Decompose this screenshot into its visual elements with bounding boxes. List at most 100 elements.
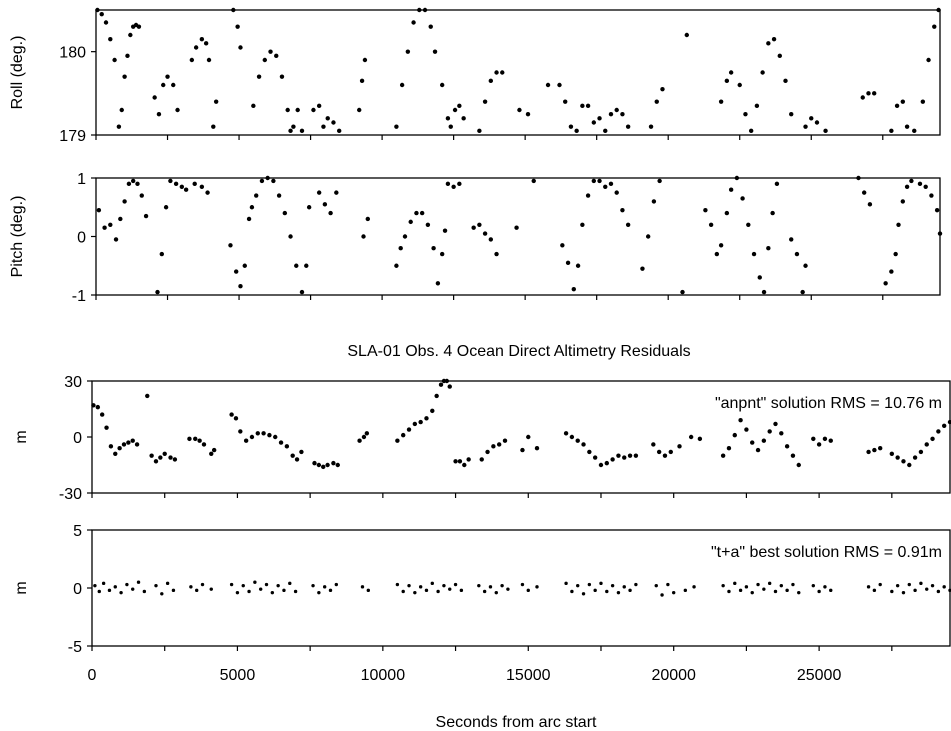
panel-2-point: [514, 225, 519, 230]
panel-1-point: [494, 70, 499, 75]
panel-3-point: [767, 429, 772, 434]
panel-3-ytick-label: 0: [73, 430, 82, 447]
panel-1-point: [789, 111, 794, 117]
panel-4-point: [270, 590, 275, 595]
panel-4-point: [738, 588, 743, 593]
panel-1-point: [500, 70, 505, 75]
panel-1-point: [439, 82, 445, 88]
residuals-title: SLA-01 Obs. 4 Ocean Direct Altimetry Res…: [347, 343, 690, 360]
panel-4-ytick-label: -5: [68, 639, 82, 656]
panel-3-point: [117, 446, 122, 451]
panel-1-point: [428, 24, 433, 29]
panel-3-point: [438, 382, 444, 387]
panel-4-point: [878, 582, 882, 587]
panel-1-point: [614, 107, 619, 113]
panel-2-point: [565, 260, 571, 266]
panel-3-point: [697, 436, 703, 442]
panel-3-point: [466, 457, 471, 462]
panel-2-point: [394, 263, 399, 268]
panel-4-point: [829, 588, 833, 593]
panel-3-point: [738, 418, 743, 423]
panel-2-point: [488, 237, 494, 242]
panel-2-frame: [95, 177, 941, 296]
panel-2-point: [173, 181, 179, 187]
panel-4-point: [727, 589, 731, 594]
panel-1-point: [563, 99, 568, 104]
panel-3-point: [633, 453, 639, 458]
panel-1-point: [165, 74, 170, 79]
panel-2-point: [766, 246, 771, 251]
panel-3-point: [316, 462, 322, 468]
panel-2-point: [734, 175, 740, 181]
panel-4-point: [762, 587, 766, 591]
panel-1-point: [894, 103, 900, 109]
panel-4-point: [930, 583, 935, 588]
panel-4-point: [564, 581, 568, 586]
panel-3-point: [677, 444, 682, 449]
panel-2-point: [867, 202, 873, 207]
panel-3-point: [233, 416, 239, 421]
panel-1-point: [175, 107, 180, 113]
panel-2-point: [183, 187, 189, 192]
panel-4-point: [195, 588, 199, 593]
panel-1-point: [728, 70, 734, 75]
panel-4-point: [171, 588, 176, 593]
panel-3-point: [153, 459, 159, 464]
panel-1-point: [608, 111, 614, 117]
panel-1-point: [625, 124, 631, 129]
panel-2-point: [761, 289, 767, 295]
panel-4-point: [895, 583, 900, 588]
panel-3-point: [912, 455, 918, 460]
panel-3-point: [361, 434, 367, 440]
panel-2-point: [288, 234, 293, 239]
panel-4-point: [811, 583, 816, 588]
panel-3-point: [726, 446, 732, 451]
panel-4-point: [797, 590, 801, 595]
panel-4-point: [482, 589, 487, 594]
panel-4-ytick-label: 0: [73, 581, 82, 598]
panel-3-point: [526, 434, 531, 440]
panel-2-point: [714, 251, 720, 257]
panel-4-point: [253, 580, 257, 584]
panel-1-point: [488, 78, 494, 84]
panel-3-point: [941, 423, 947, 428]
panel-1-point: [399, 82, 405, 88]
panel-3-point: [211, 447, 217, 453]
panel-1-point: [262, 57, 267, 63]
panel-4-point: [942, 585, 946, 589]
panel-2-point: [108, 222, 113, 227]
panel-3-point: [104, 425, 109, 430]
panel-3-point: [924, 442, 929, 447]
panel-3-point: [581, 442, 586, 447]
panel-1-point: [417, 7, 422, 13]
panel-1-point: [299, 128, 305, 134]
panel-2-point: [904, 184, 910, 189]
panel-1-point: [457, 103, 462, 109]
panel-2-point: [751, 251, 757, 257]
panel-2-point: [909, 178, 914, 184]
panel-4-point: [322, 585, 327, 589]
panel-4-point: [925, 587, 929, 591]
panel-4-point: [418, 585, 423, 589]
panel-4-point: [317, 590, 321, 595]
panel-3-point: [688, 434, 694, 440]
panel-3-ylabel: m: [13, 430, 30, 443]
panel-4-point: [721, 583, 725, 588]
panel-4-point: [526, 588, 530, 593]
panel-4-point: [654, 583, 658, 588]
panel-3-point: [779, 431, 784, 436]
panel-1-point: [737, 82, 742, 88]
panel-1-point: [156, 111, 162, 117]
panel-3-point: [936, 429, 941, 434]
panel-2-point: [361, 234, 366, 239]
panel-3-point: [395, 438, 400, 443]
panel-3-point: [273, 434, 278, 440]
panel-4-point: [890, 589, 894, 594]
panel-4-point: [671, 590, 676, 595]
panel-2-point: [102, 225, 107, 230]
panel-2-point: [316, 190, 322, 195]
panel-3-point: [569, 434, 575, 440]
panel-4-point: [477, 583, 481, 588]
panel-2-point: [746, 222, 751, 227]
panel-1-point: [585, 103, 591, 109]
